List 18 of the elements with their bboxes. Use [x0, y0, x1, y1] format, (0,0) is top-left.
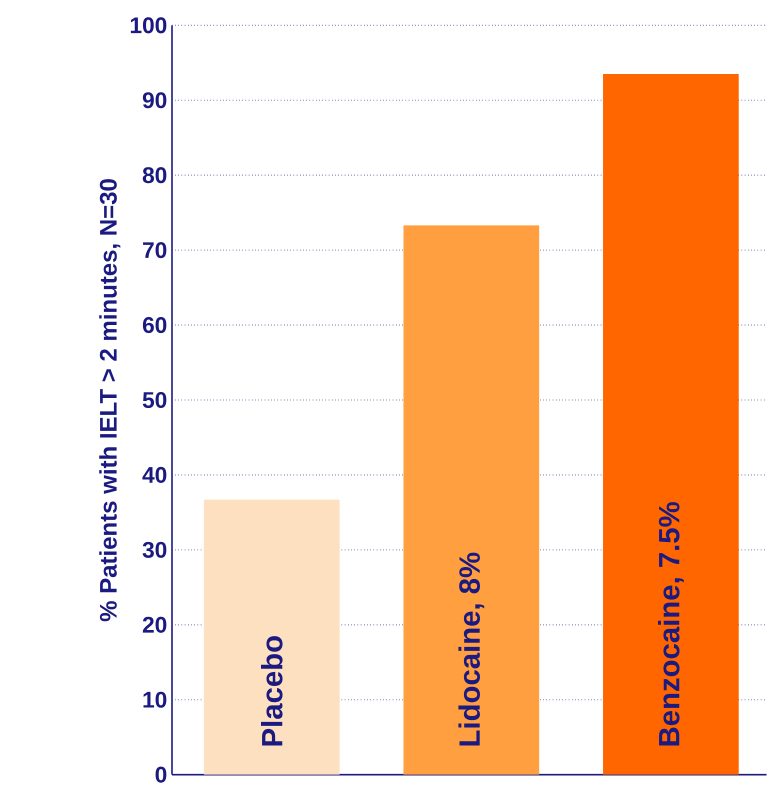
y-tick-label: 10 — [144, 692, 167, 708]
x-tick-label: Benzocaine, 7.5% — [658, 502, 684, 746]
y-tick-label: 20 — [143, 616, 167, 633]
y-tick-label: 70 — [143, 242, 167, 258]
y-tick-label: 40 — [142, 466, 167, 483]
y-tick-label: 80 — [142, 167, 167, 184]
y-tick-label: 30 — [142, 542, 167, 558]
bar — [404, 225, 540, 775]
bar — [603, 74, 739, 775]
y-tick-label: 50 — [142, 392, 167, 408]
bar — [204, 500, 340, 775]
y-tick-label: 90 — [143, 92, 167, 108]
y-axis-title: % Patients with IELT > 2 minutes, N=30 — [99, 179, 120, 622]
y-tick-label: 0 — [156, 766, 167, 783]
y-tick-label: 100 — [131, 17, 167, 34]
y-tick-label: 60 — [143, 317, 167, 334]
x-tick-label: Lidocaine, 8% — [458, 552, 484, 746]
x-tick-label: Placebo — [261, 636, 283, 746]
